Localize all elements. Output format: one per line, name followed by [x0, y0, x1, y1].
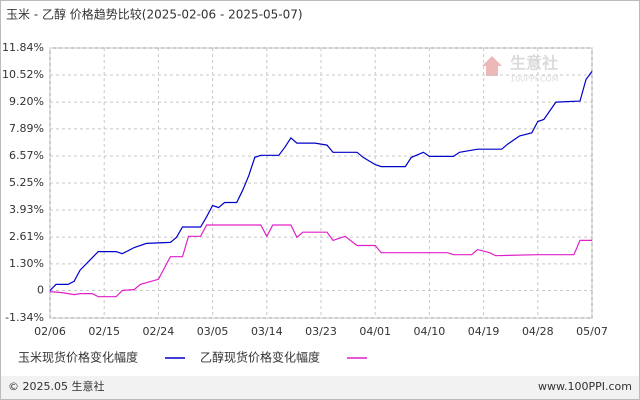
watermark-sub: 100PPI.COM: [510, 75, 559, 84]
y-tick-label: 0: [37, 284, 44, 297]
chart-title: 玉米 - 乙醇 价格趋势比较(2025-02-06 - 2025-05-07): [6, 7, 303, 22]
y-tick-label: 6.57%: [9, 149, 44, 162]
y-tick-label: 9.20%: [9, 95, 44, 108]
x-tick-label: 02/24: [143, 325, 175, 338]
y-tick-label: 1.30%: [9, 257, 44, 270]
series-line: [49, 224, 592, 298]
x-tick-label: 04/28: [522, 325, 554, 338]
legend-label: 玉米现货价格变化幅度: [18, 350, 138, 365]
legend-label: 乙醇现货价格变化幅度: [200, 350, 320, 365]
y-tick-label: -1.34%: [5, 311, 44, 324]
y-tick-label: 11.84%: [2, 41, 44, 54]
x-tick-label: 04/10: [414, 325, 446, 338]
x-tick-label: 02/15: [88, 325, 120, 338]
y-tick-label: 2.61%: [9, 230, 44, 243]
watermark-text: 生意社: [510, 54, 558, 73]
x-tick-label: 05/07: [576, 325, 608, 338]
x-tick-label: 02/06: [34, 325, 66, 338]
y-tick-label: 7.89%: [9, 122, 44, 135]
x-tick-label: 04/01: [359, 325, 391, 338]
series-line: [49, 71, 593, 291]
copyright: © 2025.05 生意社: [8, 379, 104, 393]
y-tick-label: 10.52%: [2, 68, 44, 81]
y-tick-label: 3.93%: [9, 203, 44, 216]
watermark: 生意社 100PPI.COM: [482, 54, 559, 84]
x-tick-label: 04/19: [468, 325, 500, 338]
footer-bar: [1, 376, 639, 399]
x-tick-label: 03/05: [197, 325, 229, 338]
source: www.100PPI.com: [538, 380, 632, 393]
y-tick-label: 5.25%: [9, 176, 44, 189]
watermark-logo: [482, 56, 502, 76]
x-tick-label: 03/23: [305, 325, 337, 338]
x-tick-label: 03/14: [251, 325, 283, 338]
